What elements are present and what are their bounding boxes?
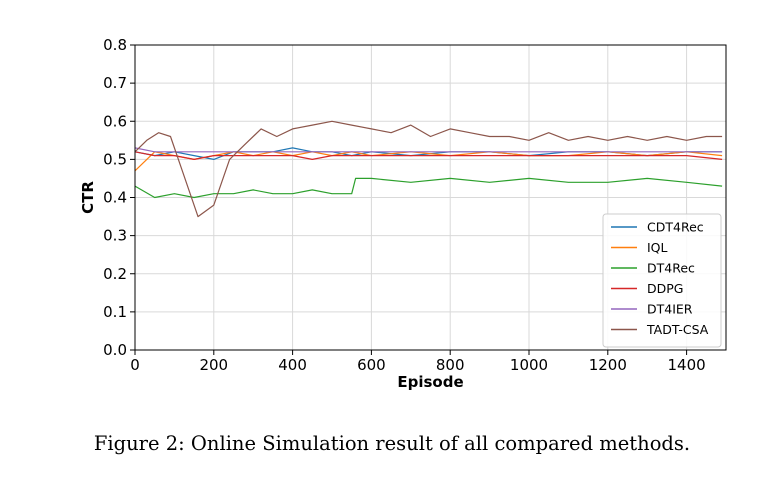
- series-line-ddpg: [134, 151, 723, 160]
- y-tick-label: 0.6: [103, 112, 127, 130]
- series-line-iql: [134, 151, 723, 172]
- y-tick-label: 0.2: [103, 265, 127, 283]
- x-tick-label: 200: [199, 356, 228, 374]
- x-tick-label: 1000: [510, 356, 548, 374]
- legend-label: DDPG: [647, 281, 683, 296]
- line-chart: 0 200 400 600 800 1000 1200 1400 0.0 0.1 0.2 0.3 0.4…: [79, 36, 727, 391]
- y-tick-label: 0.7: [103, 74, 127, 92]
- series-line-tadt-csa: [134, 120, 723, 218]
- legend-label: CDT4Rec: [647, 220, 704, 235]
- legend-label: DT4IER: [647, 302, 693, 317]
- series-lines: [134, 120, 723, 218]
- y-tick-label: 0.0: [103, 341, 127, 359]
- x-tick-label: 400: [278, 356, 307, 374]
- y-tick-label: 0.5: [103, 150, 127, 168]
- x-tick-label: 600: [357, 356, 386, 374]
- x-tick-label: 0: [130, 356, 140, 374]
- y-axis-label: CTR: [79, 181, 97, 214]
- x-tick-label: 800: [436, 356, 465, 374]
- axis-ticks: 0 200 400 600 800 1000 1200 1400 0.0 0.1 0.2 0.3 0.4…: [103, 36, 706, 374]
- series-line-dt4ier: [134, 147, 723, 153]
- legend-label: IQL: [647, 240, 668, 255]
- x-axis-label: Episode: [397, 373, 463, 391]
- figure-caption: Figure 2: Online Simulation result of al…: [93, 432, 691, 455]
- legend-label: DT4Rec: [647, 261, 695, 276]
- series-line-dt4rec: [134, 177, 723, 199]
- y-tick-label: 0.3: [103, 227, 127, 245]
- y-tick-label: 0.1: [103, 303, 127, 321]
- legend: CDT4Rec IQL DT4Rec DDPG DT4IER TADT-CSA: [602, 213, 722, 348]
- legend-label: TADT-CSA: [646, 322, 709, 337]
- y-tick-label: 0.8: [103, 36, 127, 54]
- x-tick-label: 1400: [668, 356, 706, 374]
- x-tick-label: 1200: [589, 356, 627, 374]
- y-tick-label: 0.4: [103, 189, 127, 207]
